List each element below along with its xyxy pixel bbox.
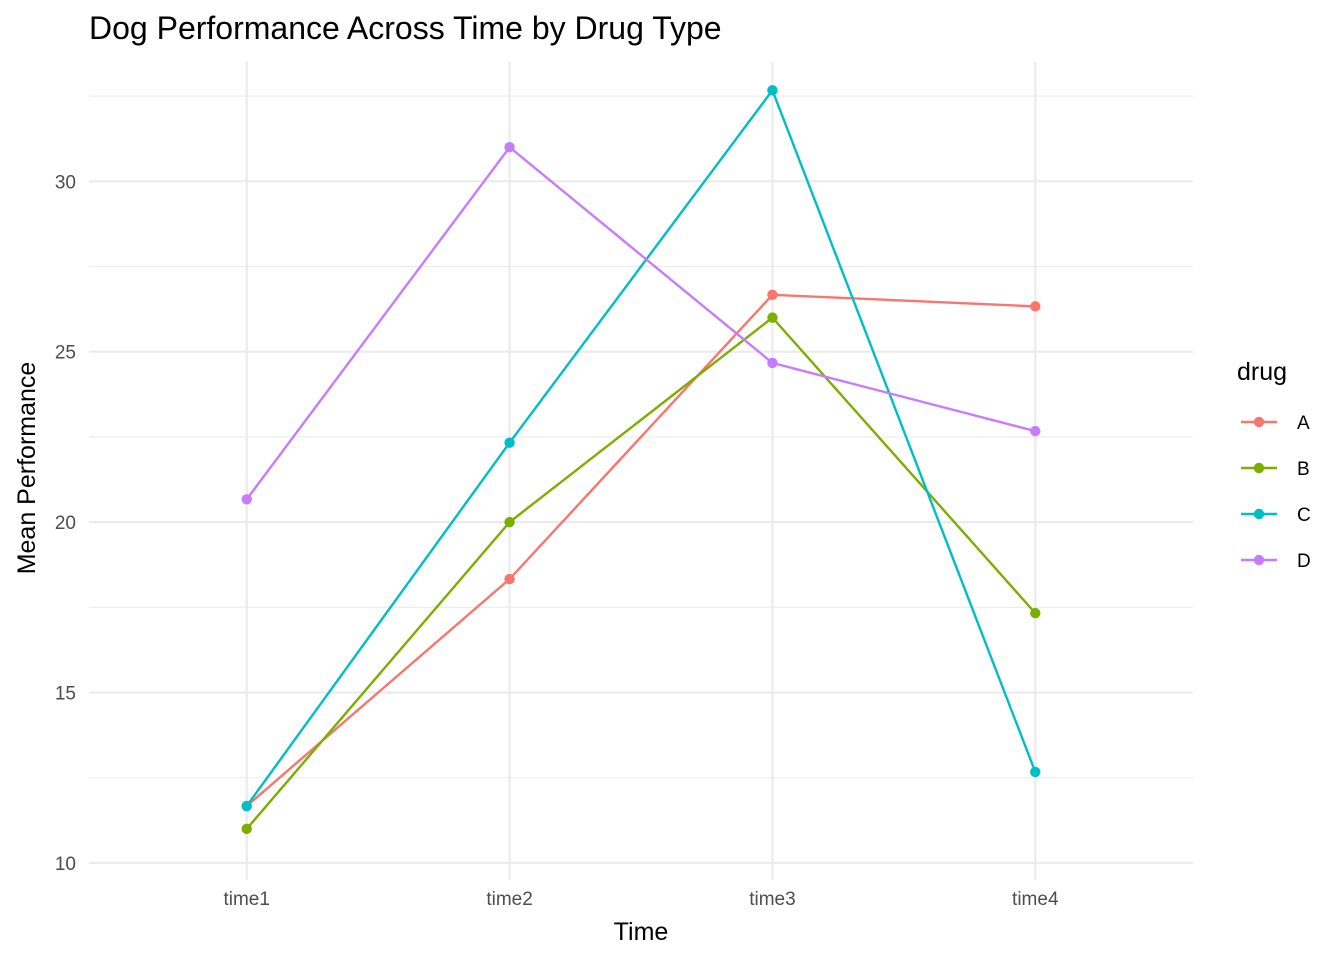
data-point-B (767, 312, 778, 323)
y-axis-ticks: 10 15 20 25 30 (55, 172, 76, 875)
y-tick-label: 25 (55, 343, 76, 364)
legend-key-point (1253, 554, 1265, 566)
legend-label: C (1297, 505, 1311, 526)
series-line-D (245, 145, 1036, 501)
y-tick-label: 30 (55, 172, 76, 193)
y-tick-label: 20 (55, 513, 76, 534)
legend-label: D (1297, 551, 1311, 572)
x-axis-ticks: time1 time2 time3 time4 (223, 889, 1058, 910)
grid (89, 62, 1193, 880)
x-axis-title: Time (614, 918, 669, 946)
legend-key-point (1253, 416, 1265, 428)
y-tick-label: 15 (55, 684, 76, 705)
data-point-C (767, 85, 778, 96)
data-point-C (241, 800, 252, 812)
data-point-D (241, 494, 252, 505)
x-tick-label: time3 (749, 889, 795, 910)
x-tick-label: time1 (223, 889, 269, 910)
data-point-B (241, 823, 252, 835)
x-tick-label: time4 (1012, 889, 1059, 910)
data-point-C (504, 437, 515, 448)
legend-label: B (1297, 459, 1310, 480)
data-point-D (504, 142, 515, 153)
legend-title: drug (1237, 358, 1287, 386)
data-point-D (767, 357, 778, 369)
series-line-B (245, 315, 1037, 830)
x-tick-label: time2 (486, 889, 532, 910)
y-axis-title: Mean Performance (13, 362, 41, 575)
data-point-B (504, 516, 515, 528)
data-point-A (767, 289, 778, 300)
legend-key-point (1253, 462, 1265, 474)
series-line-A (245, 293, 1036, 807)
data-point-A (1030, 301, 1041, 312)
data-point-A (504, 573, 515, 585)
legend-label: A (1297, 413, 1310, 434)
y-tick-label: 10 (55, 854, 76, 875)
series-line-C (245, 87, 1037, 807)
series-layer (241, 85, 1041, 835)
data-point-D (1030, 425, 1041, 437)
chart-title: Dog Performance Across Time by Drug Type (89, 10, 722, 46)
data-point-C (1030, 766, 1041, 778)
legend-key-point (1253, 508, 1265, 520)
data-point-B (1030, 607, 1041, 619)
legend: drug A B C D (1237, 358, 1311, 572)
